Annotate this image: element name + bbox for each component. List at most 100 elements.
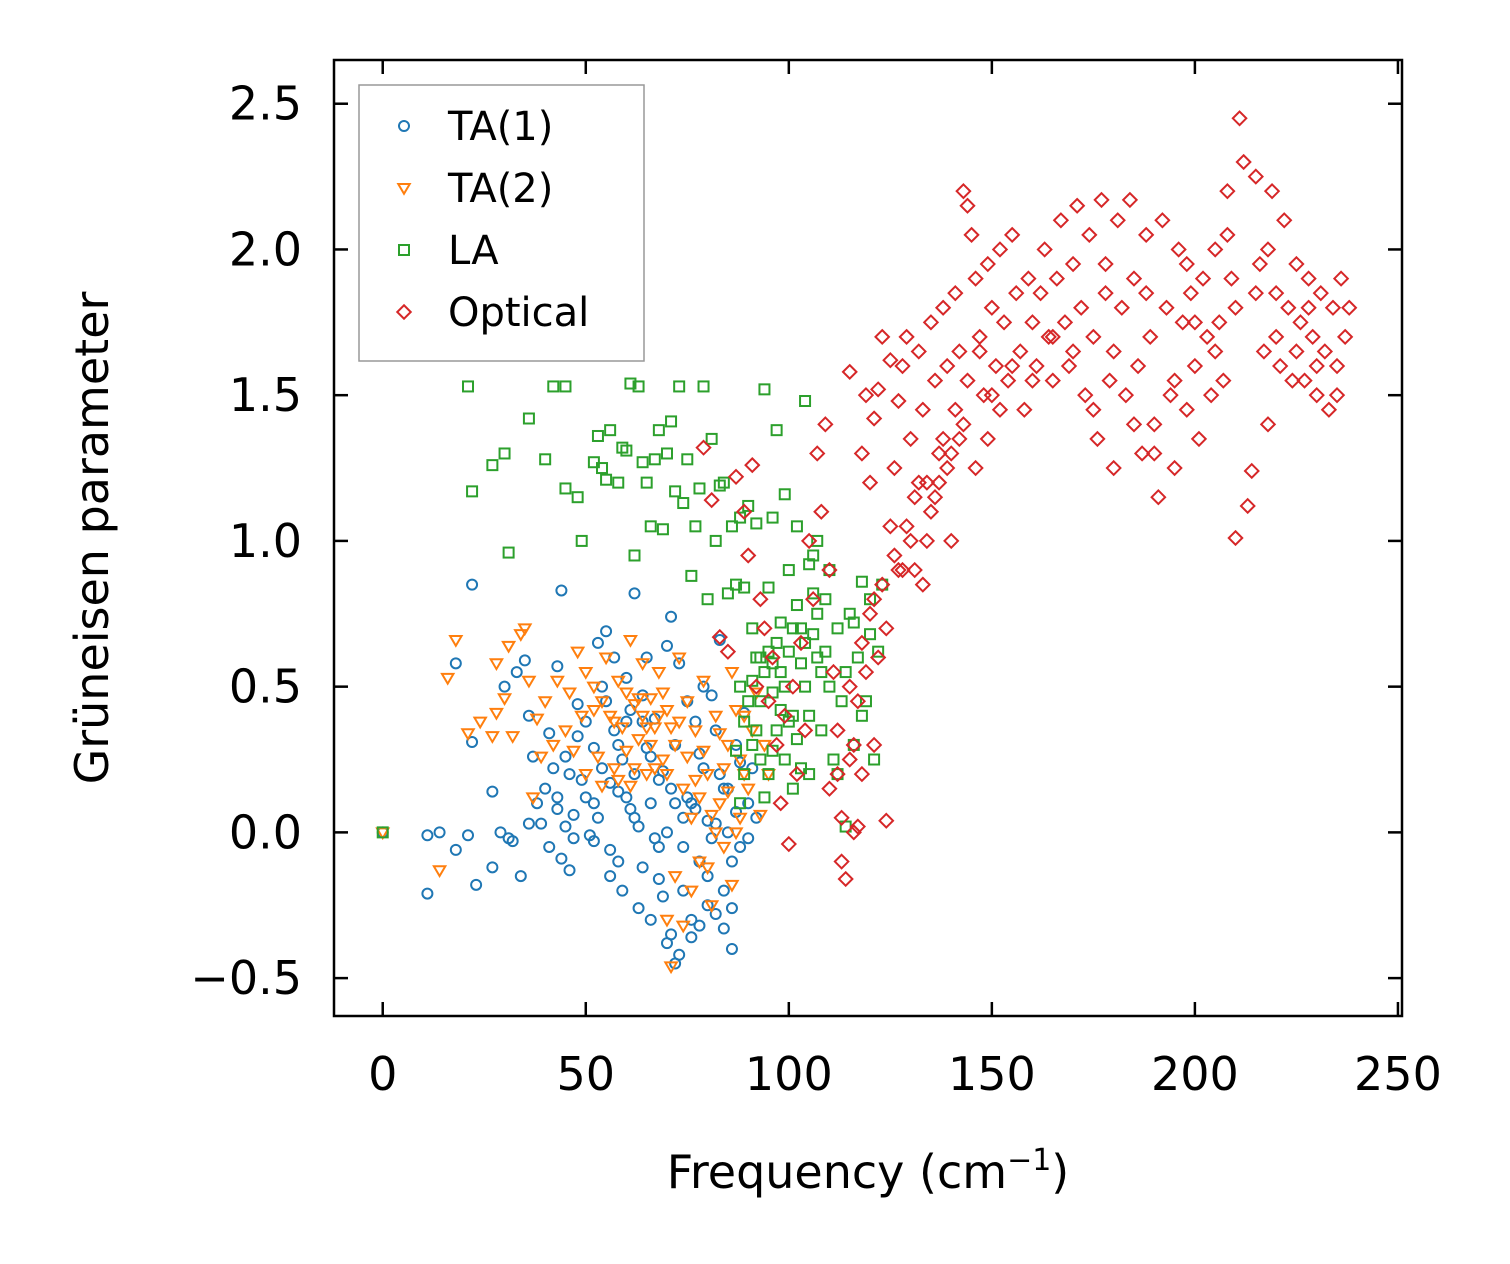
- data-point: [696, 675, 712, 689]
- data-point: [555, 584, 568, 597]
- data-point: [652, 424, 665, 437]
- data-point: [587, 835, 600, 848]
- data-point: [631, 734, 647, 747]
- data-point: [1178, 401, 1195, 418]
- data-point: [864, 593, 877, 606]
- data-point: [712, 728, 728, 742]
- data-point: [730, 578, 743, 591]
- data-point: [606, 763, 622, 776]
- data-point: [807, 628, 820, 641]
- data-point: [1052, 212, 1070, 229]
- data-point: [643, 739, 659, 753]
- x-tick-label: 0: [368, 1047, 397, 1101]
- data-point: [1040, 328, 1057, 346]
- data-point: [660, 937, 673, 950]
- data-point: [1308, 357, 1325, 375]
- data-point: [725, 520, 738, 533]
- legend: TA(1) TA(2) LA Optical: [358, 84, 645, 362]
- data-point: [547, 380, 560, 393]
- data-point: [1003, 357, 1021, 375]
- data-point: [667, 739, 683, 753]
- data-point: [876, 578, 889, 591]
- data-point: [1239, 497, 1256, 515]
- data-point: [754, 695, 767, 708]
- data-point: [675, 783, 691, 797]
- data-point: [821, 561, 838, 579]
- data-point: [529, 713, 545, 727]
- data-point: [906, 561, 923, 579]
- data-point: [712, 798, 728, 811]
- data-point: [811, 607, 824, 620]
- data-point: [598, 652, 614, 666]
- data-point: [466, 485, 479, 498]
- data-point: [868, 753, 881, 766]
- data-point: [1174, 314, 1191, 331]
- data-point: [878, 812, 895, 829]
- data-point: [719, 643, 737, 660]
- data-point: [955, 182, 972, 200]
- data-point: [1016, 401, 1033, 418]
- data-point: [559, 750, 572, 763]
- data-point: [1020, 270, 1037, 287]
- data-point: [602, 710, 618, 724]
- data-point: [622, 780, 638, 794]
- data-point: [1247, 168, 1264, 185]
- data-point: [774, 616, 787, 629]
- data-point: [721, 587, 734, 600]
- data-point: [462, 380, 475, 393]
- data-point: [470, 878, 483, 891]
- data-point: [1109, 212, 1126, 229]
- data-point: [1296, 372, 1313, 389]
- data-point: [770, 424, 783, 437]
- data-point: [770, 724, 783, 737]
- data-point: [790, 733, 803, 746]
- data-point: [616, 753, 629, 766]
- data-point: [563, 768, 576, 781]
- data-point: [1081, 226, 1098, 244]
- data-point: [632, 380, 645, 393]
- data-point: [934, 299, 952, 316]
- y-tick-labels: −0.5 0.0 0.5 1.0 1.5 2.0 2.5: [190, 77, 302, 1005]
- data-point: [1166, 459, 1183, 477]
- data-point: [841, 678, 858, 695]
- data-point: [1048, 270, 1065, 287]
- data-point: [612, 738, 625, 751]
- data-point: [1190, 430, 1208, 448]
- data-point: [947, 285, 964, 302]
- data-point: [813, 503, 830, 520]
- data-point: [652, 873, 665, 886]
- data-point: [1003, 226, 1021, 244]
- data-point: [655, 754, 671, 768]
- data-point: [635, 658, 651, 672]
- data-point: [821, 780, 838, 797]
- data-point: [914, 401, 931, 418]
- data-point: [1308, 387, 1325, 404]
- data-point: [547, 762, 560, 775]
- data-point: [772, 795, 789, 812]
- data-point: [748, 678, 765, 695]
- data-point: [831, 768, 844, 781]
- data-point: [665, 610, 678, 623]
- data-point: [861, 474, 879, 491]
- data-point: [659, 769, 675, 782]
- data-point: [604, 776, 617, 789]
- data-point: [449, 843, 462, 856]
- data-point: [1008, 285, 1025, 302]
- data-point: [1044, 372, 1061, 389]
- data-point: [640, 476, 653, 489]
- data-point: [855, 709, 868, 722]
- data-point: [587, 797, 600, 810]
- data-point: [631, 693, 647, 707]
- data-point: [853, 634, 871, 652]
- data-point: [604, 870, 617, 883]
- data-point: [819, 645, 832, 658]
- data-point: [432, 865, 448, 878]
- data-point: [918, 532, 936, 550]
- y-axis-label: Grüneisen parameter: [65, 291, 119, 784]
- y-tick-label: 2.0: [229, 222, 302, 276]
- data-point: [902, 430, 919, 448]
- data-point: [1064, 255, 1082, 273]
- data-point: [926, 489, 944, 506]
- data-point: [886, 547, 903, 564]
- data-point: [786, 782, 799, 795]
